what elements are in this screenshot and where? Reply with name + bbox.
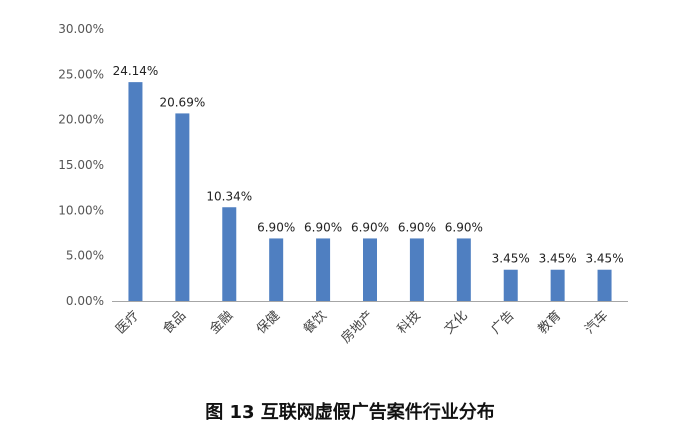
bar bbox=[222, 207, 237, 301]
bar bbox=[128, 82, 143, 301]
x-tick-label: 房地产 bbox=[338, 308, 377, 347]
x-tick-label: 广告 bbox=[489, 308, 518, 337]
data-label: 6.90% bbox=[257, 220, 295, 234]
y-tick-label: 25.00% bbox=[58, 67, 104, 81]
bar bbox=[503, 269, 518, 301]
bar bbox=[456, 238, 471, 301]
x-tick-label: 科技 bbox=[395, 308, 424, 337]
bar bbox=[175, 113, 190, 301]
data-label: 6.90% bbox=[351, 220, 389, 234]
y-axis-ticks: 0.00% 5.00% 10.00% 15.00% 20.00% 25.00% 30.00% bbox=[58, 22, 104, 308]
data-label: 6.90% bbox=[445, 220, 483, 234]
y-tick-label: 5.00% bbox=[66, 249, 104, 263]
data-label: 3.45% bbox=[585, 252, 623, 266]
bar bbox=[597, 269, 612, 301]
x-tick-label: 汽车 bbox=[582, 308, 612, 338]
data-label: 20.69% bbox=[159, 95, 205, 109]
y-tick-label: 0.00% bbox=[66, 294, 104, 308]
bar-chart: 0.00% 5.00% 10.00% 15.00% 20.00% 25.00% 30.00%… bbox=[58, 22, 628, 347]
data-label: 3.45% bbox=[492, 252, 530, 266]
y-tick-label: 20.00% bbox=[58, 113, 104, 127]
bar bbox=[363, 238, 377, 301]
x-tick-label: 餐饮 bbox=[300, 308, 330, 338]
x-tick-label: 保健 bbox=[254, 308, 283, 337]
data-label: 3.45% bbox=[539, 252, 577, 266]
y-tick-label: 30.00% bbox=[58, 22, 104, 36]
x-tick-label: 文化 bbox=[442, 308, 471, 337]
bar bbox=[316, 238, 331, 301]
bar bbox=[409, 238, 424, 301]
x-tick-label: 医疗 bbox=[113, 308, 142, 337]
y-tick-label: 15.00% bbox=[58, 158, 104, 172]
bars bbox=[128, 82, 612, 301]
y-tick-label: 10.00% bbox=[58, 203, 104, 217]
data-label: 24.14% bbox=[113, 64, 159, 78]
bar bbox=[550, 269, 565, 301]
x-axis-labels: 医疗 食品 金融 保健 餐饮 房地产 科技 文化 广告 教育 汽车 bbox=[113, 308, 611, 347]
x-tick-label: 食品 bbox=[159, 308, 189, 338]
data-label: 10.34% bbox=[206, 189, 252, 203]
x-tick-label: 金融 bbox=[206, 308, 236, 338]
data-label: 6.90% bbox=[398, 220, 436, 234]
bar bbox=[269, 238, 284, 301]
x-tick-label: 教育 bbox=[535, 308, 565, 338]
data-label: 6.90% bbox=[304, 220, 342, 234]
data-labels: 24.14% 20.69% 10.34% 6.90% 6.90% 6.90% 6.90% 6.… bbox=[113, 64, 624, 266]
figure-caption: 图 13 互联网虚假广告案件行业分布 bbox=[205, 402, 495, 423]
